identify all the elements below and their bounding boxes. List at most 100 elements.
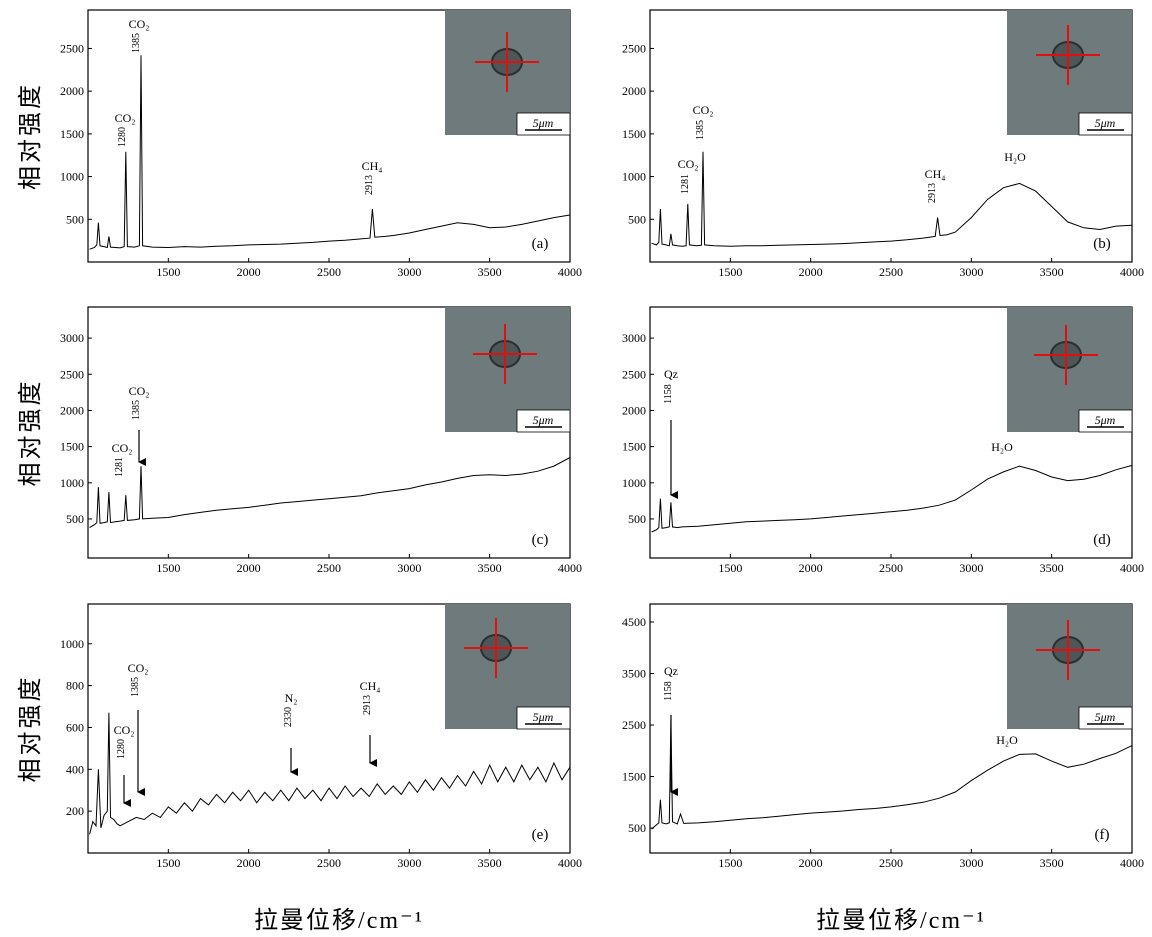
peak-species: Qz xyxy=(664,367,678,381)
y-tick-label: 3500 xyxy=(622,667,646,681)
peak-species: CO₂ xyxy=(114,723,135,737)
peak-wavenumber: 2913 xyxy=(927,183,938,203)
panel-label: (e) xyxy=(532,827,549,843)
y-tick-label: 2000 xyxy=(60,84,84,98)
peak-wavenumber: 1281 xyxy=(114,457,125,477)
y-tick-label: 500 xyxy=(66,212,84,226)
panel-label: (a) xyxy=(532,236,549,252)
spectrum-line xyxy=(89,55,571,250)
y-tick-label: 500 xyxy=(628,512,646,526)
x-tick-label: 3500 xyxy=(478,856,502,870)
y-tick-label: 3000 xyxy=(60,331,84,345)
peak-species: CH₄ xyxy=(925,167,946,181)
spectrum-line xyxy=(651,718,1133,830)
x-axis-label: 拉曼位移/cm⁻¹ xyxy=(254,907,424,934)
x-tick-label: 3500 xyxy=(1040,265,1064,279)
x-tick-label: 2500 xyxy=(879,561,903,575)
x-tick-label: 4000 xyxy=(558,561,582,575)
peak-wavenumber: 1280 xyxy=(116,739,127,759)
y-tick-label: 1000 xyxy=(622,476,646,490)
panel: 1500 2000 2500 3000 3500 4000 500 1500 2500 3500 4… xyxy=(622,603,1144,870)
y-axis-label: 相对强度 xyxy=(17,82,44,190)
panel: 1500 2000 2500 3000 3500 4000 500 1000 1500 2000 2… xyxy=(60,306,582,575)
x-tick-label: 2500 xyxy=(317,265,341,279)
x-tick-label: 2500 xyxy=(317,561,341,575)
x-tick-label: 3000 xyxy=(959,265,983,279)
peak-species: CH₄ xyxy=(362,159,383,173)
peak-species: CO₂ xyxy=(129,384,150,398)
y-tick-label: 2500 xyxy=(622,41,646,55)
peak-species: CO₂ xyxy=(129,17,150,31)
peak-wavenumber: 2913 xyxy=(364,175,375,195)
x-tick-label: 4000 xyxy=(558,265,582,279)
x-tick-label: 3000 xyxy=(397,856,421,870)
y-tick-label: 2500 xyxy=(622,718,646,732)
x-tick-label: 2500 xyxy=(879,265,903,279)
scale-label: 5μm xyxy=(1095,116,1116,130)
scale-label: 5μm xyxy=(1095,413,1116,427)
panel: 1500 2000 2500 3000 3500 4000 500 1000 1500 2000 2… xyxy=(60,9,582,279)
y-tick-label: 1000 xyxy=(60,476,84,490)
scale-label: 5μm xyxy=(1095,710,1116,724)
peak-species: CO₂ xyxy=(678,157,699,171)
peak-wavenumber: 1281 xyxy=(680,174,691,194)
y-tick-label: 2000 xyxy=(60,403,84,417)
x-tick-label: 3000 xyxy=(959,561,983,575)
panel-label: (c) xyxy=(532,532,549,548)
peak-species: H₂O xyxy=(991,440,1013,454)
peak-wavenumber: 1158 xyxy=(663,681,674,701)
x-tick-label: 3500 xyxy=(478,265,502,279)
x-tick-label: 1500 xyxy=(156,856,180,870)
peak-species: CO₂ xyxy=(115,111,136,125)
panel: 1500 2000 2500 3000 3500 4000 500 1000 1500 2000 2… xyxy=(622,9,1144,279)
y-tick-label: 2500 xyxy=(60,41,84,55)
x-tick-label: 2500 xyxy=(879,856,903,870)
spectrum-line xyxy=(651,464,1133,533)
y-tick-label: 500 xyxy=(628,212,646,226)
x-tick-label: 3000 xyxy=(397,265,421,279)
x-tick-label: 2000 xyxy=(799,561,823,575)
scale-label: 5μm xyxy=(533,710,554,724)
scale-label: 5μm xyxy=(533,413,554,427)
peak-wavenumber: 2330 xyxy=(283,707,294,727)
x-tick-label: 4000 xyxy=(1120,561,1144,575)
spectrum-line xyxy=(89,457,571,529)
y-tick-label: 1500 xyxy=(622,127,646,141)
x-tick-label: 1500 xyxy=(156,265,180,279)
x-tick-label: 2000 xyxy=(237,265,261,279)
y-tick-label: 2500 xyxy=(622,367,646,381)
peak-species: H₂O xyxy=(1004,150,1026,164)
panel: 1500 2000 2500 3000 3500 4000 500 1000 1500 2000 2… xyxy=(622,306,1144,575)
x-tick-label: 3000 xyxy=(959,856,983,870)
x-tick-label: 1500 xyxy=(156,561,180,575)
x-tick-label: 3500 xyxy=(478,561,502,575)
x-tick-label: 4000 xyxy=(558,856,582,870)
panel-label: (b) xyxy=(1093,236,1111,252)
y-tick-label: 600 xyxy=(66,720,84,734)
peak-wavenumber: 1385 xyxy=(131,33,142,53)
peak-wavenumber: 1158 xyxy=(663,384,674,404)
y-tick-label: 1500 xyxy=(622,770,646,784)
spectrum-line xyxy=(651,151,1133,247)
x-tick-label: 2000 xyxy=(237,856,261,870)
y-tick-label: 1000 xyxy=(60,637,84,651)
x-tick-label: 2000 xyxy=(799,856,823,870)
y-tick-label: 500 xyxy=(66,512,84,526)
x-tick-label: 3500 xyxy=(1040,561,1064,575)
x-tick-label: 2000 xyxy=(237,561,261,575)
y-tick-label: 1500 xyxy=(60,440,84,454)
x-tick-label: 4000 xyxy=(1120,856,1144,870)
peak-species: H₂O xyxy=(996,733,1018,747)
x-tick-label: 2000 xyxy=(799,265,823,279)
y-tick-label: 4500 xyxy=(622,615,646,629)
x-tick-label: 1500 xyxy=(718,265,742,279)
y-tick-label: 200 xyxy=(66,804,84,818)
y-tick-label: 1500 xyxy=(60,127,84,141)
y-axis-label: 相对强度 xyxy=(17,379,44,487)
y-tick-label: 2000 xyxy=(622,403,646,417)
peak-wavenumber: 1385 xyxy=(131,400,142,420)
panel: 1500 2000 2500 3000 3500 4000 200 400 600 800 1000… xyxy=(60,603,582,870)
peak-species: N₂ xyxy=(285,691,298,705)
peak-wavenumber: 1385 xyxy=(130,677,141,697)
